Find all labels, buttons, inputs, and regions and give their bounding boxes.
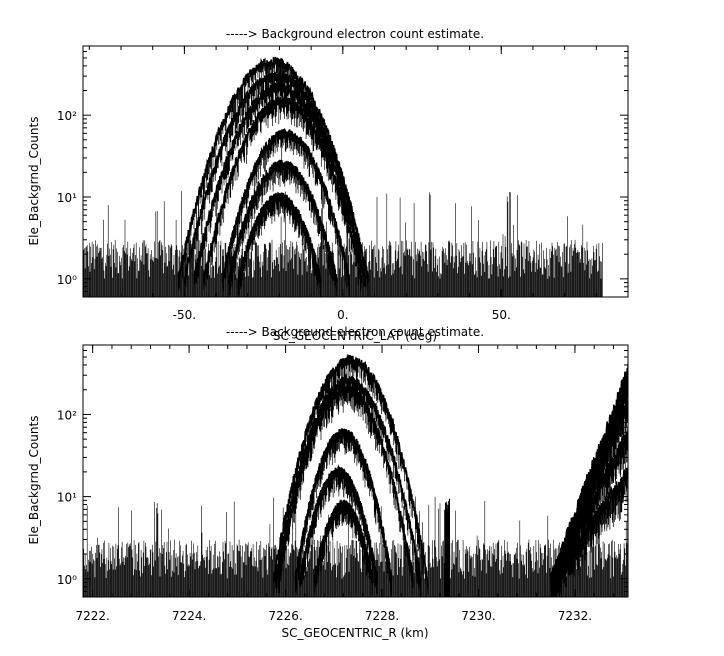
- noise-floor-trace: [83, 190, 603, 297]
- x-tick-label: 7232.: [558, 609, 592, 623]
- bottom-panel-frame: [82, 344, 629, 598]
- bottom-panel-x-tick-labels: 7222. 7224. 7226. 7228. 7230. 7232.: [75, 609, 592, 623]
- series-scatter: [294, 429, 393, 597]
- series-scatter: [277, 385, 414, 596]
- x-tick-label: 50.: [492, 308, 511, 322]
- top-panel-x-tick-labels: -50. 0. 50.: [173, 308, 511, 322]
- series-scatter: [237, 193, 321, 297]
- top-panel-y-axis-label: Ele_Backgrnd_Counts: [27, 117, 41, 246]
- rising-edge-scatter: [550, 468, 628, 597]
- top-panel: -----> Background electron count estimat…: [27, 27, 629, 343]
- x-tick-label: 7230.: [461, 609, 495, 623]
- bottom-panel-y-axis-label: Ele_Backgrnd_Counts: [27, 416, 41, 545]
- top-panel-y-tick-labels: 10⁰ 10¹ 10²: [57, 109, 77, 287]
- y-tick-label: 10¹: [57, 491, 77, 505]
- y-tick-label: 10⁰: [57, 573, 77, 587]
- top-panel-ticks: [83, 45, 629, 298]
- series-scatter: [273, 355, 429, 596]
- bottom-panel-ticks: [83, 344, 628, 598]
- top-panel-traces: [83, 56, 603, 297]
- bottom-panel-title: -----> Background electron count estimat…: [226, 325, 484, 339]
- x-tick-label: 7226.: [268, 609, 302, 623]
- y-tick-label: 10⁰: [57, 273, 77, 287]
- bottom-panel-traces: [83, 353, 628, 597]
- bottom-panel-y-tick-labels: 10⁰ 10¹ 10²: [57, 408, 77, 586]
- top-panel-x-axis-label: SC_GEOCENTRIC_LAT (deg): [273, 329, 437, 343]
- series-scatter: [299, 467, 378, 594]
- x-tick-label: 7224.: [172, 609, 206, 623]
- series-scatter: [228, 159, 337, 297]
- series-scatter: [222, 129, 350, 297]
- y-tick-label: 10²: [57, 408, 77, 422]
- x-tick-label: 0.: [337, 308, 348, 322]
- top-panel-title: -----> Background electron count estimat…: [226, 27, 484, 41]
- bottom-panel: -----> Background electron count estimat…: [27, 325, 629, 640]
- top-panel-frame: [82, 45, 629, 298]
- x-tick-label: 7222.: [75, 609, 109, 623]
- x-tick-label: 7228.: [365, 609, 399, 623]
- x-tick-label: -50.: [173, 308, 196, 322]
- series-scatter: [203, 96, 363, 292]
- y-tick-label: 10¹: [57, 191, 77, 205]
- series-scatter: [314, 499, 373, 597]
- y-tick-label: 10²: [57, 109, 77, 123]
- bottom-panel-x-axis-label: SC_GEOCENTRIC_R (km): [282, 626, 429, 640]
- spike-trace: [444, 498, 450, 597]
